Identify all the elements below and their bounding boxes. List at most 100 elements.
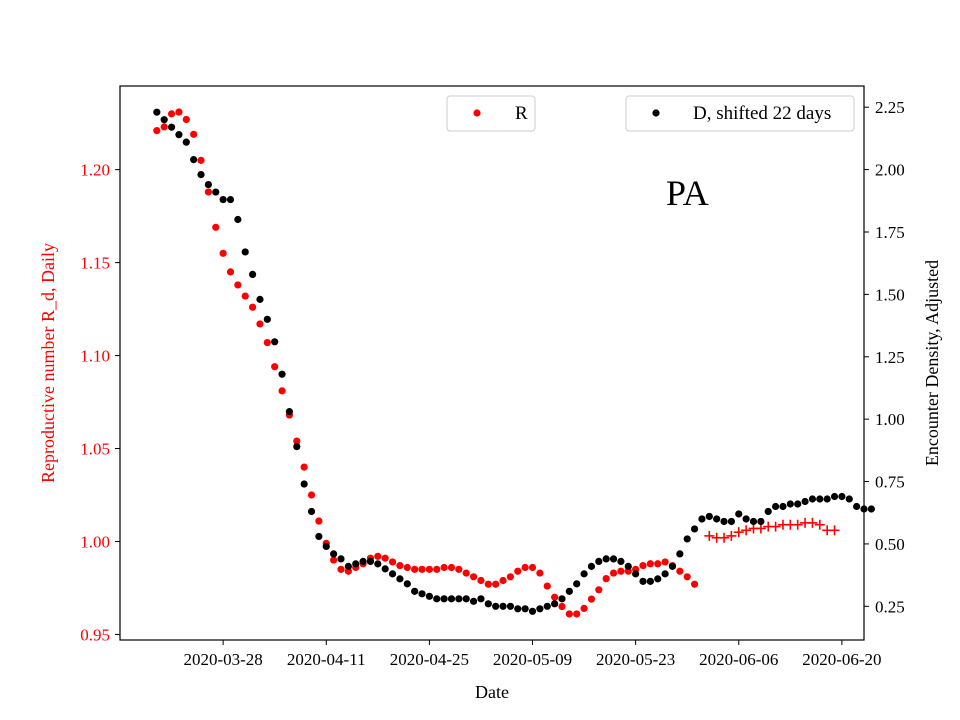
series-2-point-90 xyxy=(816,495,824,503)
y-right-tick-label-0: 0.25 xyxy=(875,597,905,616)
series-2-point-52 xyxy=(536,605,544,613)
series-2-point-54 xyxy=(551,600,559,608)
series-2-point-78 xyxy=(727,517,736,526)
series-1-point-5 xyxy=(741,525,752,536)
series-2-point-40 xyxy=(447,595,456,603)
series-2-point-25 xyxy=(337,555,345,563)
series-2-point-29 xyxy=(366,557,375,565)
series-0-point-25 xyxy=(337,565,345,573)
legend-d: D, shifted 22 days xyxy=(625,95,855,132)
series-2-point-63 xyxy=(617,557,625,565)
series-0-point-57 xyxy=(573,610,581,618)
series-0-point-7 xyxy=(204,188,212,196)
y-right-tick-label-6: 1.75 xyxy=(875,223,905,242)
series-0-point-66 xyxy=(639,562,647,570)
series-1-point-7 xyxy=(755,523,766,534)
series-2-point-0 xyxy=(153,108,161,116)
legend-r-marker xyxy=(473,109,481,117)
series-2-point-16 xyxy=(271,338,279,346)
y-left-tick-label-0: 0.95 xyxy=(80,625,110,644)
series-2-point-24 xyxy=(330,550,338,558)
series-0-point-42 xyxy=(462,569,470,577)
series-0-point-54 xyxy=(551,593,559,601)
series-0-point-60 xyxy=(595,586,603,594)
series-2-point-10 xyxy=(226,195,235,204)
series-2-point-70 xyxy=(668,562,677,570)
series-2-point-68 xyxy=(654,575,662,583)
series-0-point-55 xyxy=(558,602,566,611)
series-2-point-2 xyxy=(167,123,176,131)
series-0-point-19 xyxy=(293,437,301,445)
series-0-point-35 xyxy=(411,565,419,573)
series-2-point-62 xyxy=(609,555,618,563)
x-tick-label-2: 2020-04-25 xyxy=(390,650,469,669)
series-0-point-68 xyxy=(654,560,662,568)
series-0-point-22 xyxy=(315,517,323,525)
series-2-point-72 xyxy=(683,535,691,543)
series-0-point-16 xyxy=(271,363,279,371)
series-0-point-58 xyxy=(580,604,588,612)
series-0-point-49 xyxy=(514,567,522,575)
series-2-point-89 xyxy=(808,495,817,503)
x-tick-label-0: 2020-03-28 xyxy=(183,650,262,669)
series-0-point-5 xyxy=(190,130,198,138)
series-0-point-40 xyxy=(447,563,456,572)
series-0-point-17 xyxy=(278,387,286,395)
series-2-point-19 xyxy=(293,442,301,451)
series-2-point-12 xyxy=(241,248,249,256)
series-1-point-2 xyxy=(719,532,730,543)
series-2-point-26 xyxy=(344,562,352,570)
series-0-point-73 xyxy=(690,580,699,588)
y-left-tick-label-1: 1.00 xyxy=(80,532,110,551)
y-right-tick-label-2: 0.75 xyxy=(875,473,905,492)
series-0-point-32 xyxy=(388,558,397,566)
series-2-point-82 xyxy=(757,517,765,526)
x-tick-label-6: 2020-06-20 xyxy=(802,650,881,669)
series-0-point-63 xyxy=(617,567,625,575)
legend-d-label: D, shifted 22 days xyxy=(693,103,831,124)
legend-r: R xyxy=(446,95,536,132)
series-1-point-0 xyxy=(704,530,715,541)
y-left-tick-label-2: 1.05 xyxy=(80,440,110,459)
x-tick-label-5: 2020-06-06 xyxy=(699,650,778,669)
x-tick-label-1: 2020-04-11 xyxy=(287,650,366,669)
series-2-point-18 xyxy=(285,408,294,416)
series-2-point-47 xyxy=(499,602,507,610)
series-2-point-85 xyxy=(779,502,787,511)
series-0-point-30 xyxy=(374,552,382,560)
series-2-point-33 xyxy=(396,575,404,583)
series-2-point-88 xyxy=(801,497,809,506)
series-2-point-75 xyxy=(705,512,713,521)
series-2-point-64 xyxy=(624,562,632,570)
series-2-point-94 xyxy=(845,495,853,503)
chart-annotation-state: PA xyxy=(666,173,709,213)
series-0-point-14 xyxy=(256,320,264,328)
series-0-point-50 xyxy=(521,563,529,572)
series-2-point-27 xyxy=(352,560,360,568)
series-2-point-56 xyxy=(565,587,573,595)
y-axis-right-label: Encounter Density, Adjusted xyxy=(922,260,942,466)
series-0-point-43 xyxy=(469,573,478,581)
series-1-point-12 xyxy=(792,519,803,530)
series-2-point-84 xyxy=(772,502,780,511)
series-0-point-9 xyxy=(219,249,227,257)
y-axis-left-label: Reproductive number R_d, Daily xyxy=(38,243,58,483)
plot-frame xyxy=(119,85,865,641)
series-2-point-57 xyxy=(573,580,581,588)
series-2-point-37 xyxy=(425,592,433,600)
series-2-point-77 xyxy=(720,517,728,526)
series-0-point-24 xyxy=(330,556,338,564)
series-2-point-95 xyxy=(853,502,861,511)
series-2-point-86 xyxy=(786,500,794,508)
series-1-point-17 xyxy=(829,525,840,536)
x-tick-label-3: 2020-05-09 xyxy=(493,650,572,669)
series-2-point-97 xyxy=(867,505,875,513)
series-2-point-60 xyxy=(595,557,603,565)
y-right-tick-label-8: 2.25 xyxy=(875,98,905,117)
legend-r-label: R xyxy=(515,103,528,124)
series-0-point-67 xyxy=(646,560,654,568)
series-0-point-33 xyxy=(396,562,404,570)
series-2-point-3 xyxy=(175,131,183,139)
series-1-point-3 xyxy=(726,530,737,541)
series-2-point-9 xyxy=(219,195,227,204)
